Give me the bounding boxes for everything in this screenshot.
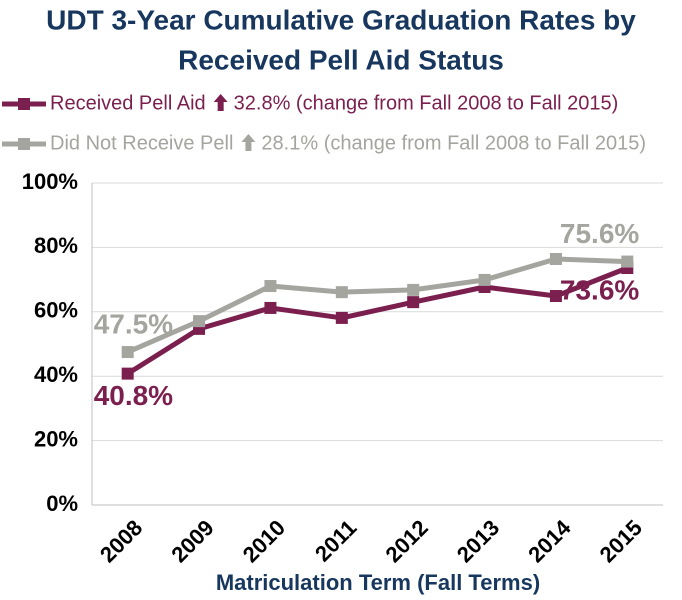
- data-label: 47.5%: [94, 308, 173, 339]
- point-marker: [549, 252, 562, 265]
- point-marker: [121, 346, 134, 359]
- x-tick-label: 2014: [523, 514, 576, 567]
- x-axis-label: Matriculation Term (Fall Terms): [216, 570, 540, 595]
- point-marker: [478, 273, 491, 286]
- point-marker: [264, 280, 277, 293]
- legend-annotation: 32.8% (change from Fall 2008 to Fall 201…: [234, 92, 619, 114]
- y-tick-label: 80%: [34, 233, 78, 258]
- data-label: 73.6%: [560, 274, 639, 305]
- point-marker: [335, 311, 348, 324]
- legend-label: Received Pell Aid: [50, 92, 206, 114]
- legend-marker: [18, 138, 30, 150]
- x-tick-label: 2011: [310, 515, 361, 566]
- legend-marker: [18, 98, 30, 110]
- data-label: 40.8%: [94, 380, 173, 411]
- series-line: [126, 256, 628, 355]
- y-tick-label: 20%: [34, 426, 78, 451]
- chart-title: UDT 3-Year Cumulative Graduation Rates b…: [46, 4, 636, 35]
- y-tick-label: 40%: [34, 362, 78, 387]
- point-marker: [549, 290, 562, 303]
- series-line: [126, 265, 629, 376]
- y-tick-label: 60%: [34, 298, 78, 323]
- point-marker: [193, 315, 206, 328]
- point-marker: [121, 367, 134, 380]
- point-marker: [407, 283, 420, 296]
- x-tick-label: 2010: [238, 515, 290, 567]
- x-tick-label: 2015: [595, 515, 647, 567]
- point-marker: [335, 286, 348, 299]
- y-tick-label: 0%: [46, 491, 78, 516]
- point-marker: [407, 296, 420, 309]
- y-tick-label: 100%: [22, 169, 78, 194]
- legend-arrow: [241, 134, 256, 151]
- legend-annotation: 28.1% (change from Fall 2008 to Fall 201…: [261, 132, 646, 154]
- legend-label: Did Not Receive Pell: [50, 132, 233, 154]
- legend-arrow: [213, 94, 228, 111]
- point-marker: [621, 255, 634, 268]
- data-label: 75.6%: [560, 218, 639, 249]
- point-marker: [264, 301, 277, 314]
- x-tick-label: 2008: [95, 515, 147, 567]
- x-tick-label: 2013: [452, 515, 504, 567]
- x-tick-label: 2012: [381, 515, 433, 567]
- chart-title: Received Pell Aid Status: [178, 44, 504, 75]
- x-tick-label: 2009: [166, 515, 218, 567]
